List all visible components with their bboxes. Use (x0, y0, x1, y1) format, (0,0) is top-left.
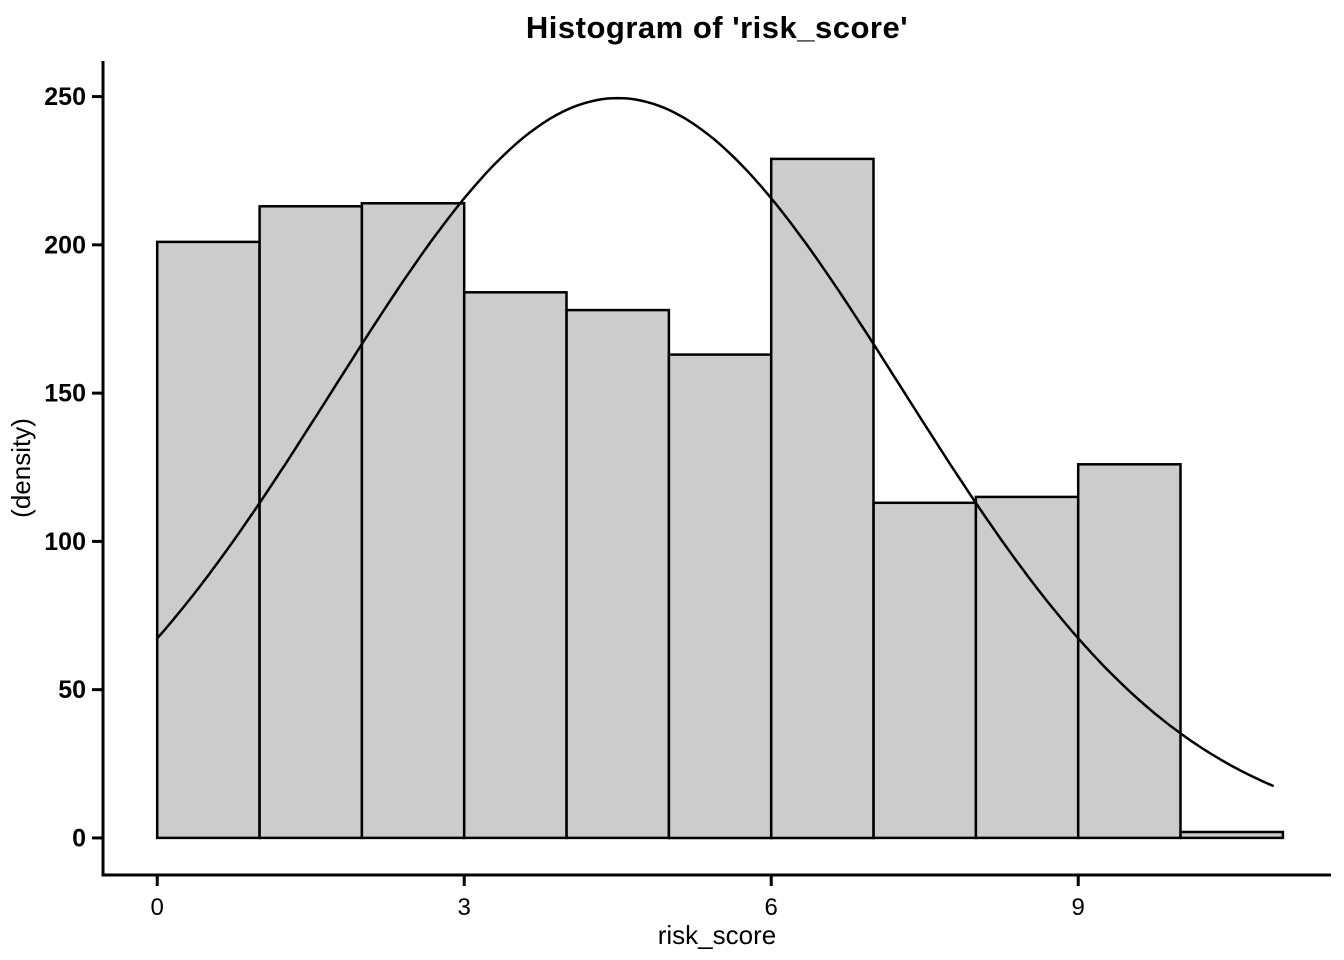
histogram-bar (155, 240, 261, 840)
x-tick-label: 6 (765, 894, 778, 921)
density-curve (155, 96, 1274, 787)
x-axis-label: risk_score (658, 920, 776, 950)
histogram-bar (974, 495, 1080, 840)
y-tick-label: 250 (44, 83, 86, 111)
histogram-bar (1179, 830, 1285, 840)
histogram-bar (769, 157, 875, 840)
histogram-bar (872, 501, 978, 840)
histogram-bar (667, 353, 773, 840)
histogram-bar (462, 291, 568, 840)
histogram-bar (258, 205, 364, 840)
chart-title: Histogram of 'risk_score' (525, 10, 909, 45)
histogram-bar (360, 202, 466, 840)
y-tick-label: 200 (44, 231, 86, 259)
y-tick-label: 0 (72, 824, 86, 852)
x-tick-label: 0 (151, 894, 164, 921)
y-tick-label: 100 (44, 528, 86, 556)
histogram-bar (565, 308, 671, 840)
y-tick-label: 50 (58, 676, 86, 704)
x-tick-label: 9 (1072, 894, 1085, 921)
histogram-bar (1076, 463, 1182, 840)
x-tick-label: 3 (458, 894, 471, 921)
y-tick-label: 150 (44, 380, 86, 408)
y-axis-label: (density) (6, 418, 36, 518)
